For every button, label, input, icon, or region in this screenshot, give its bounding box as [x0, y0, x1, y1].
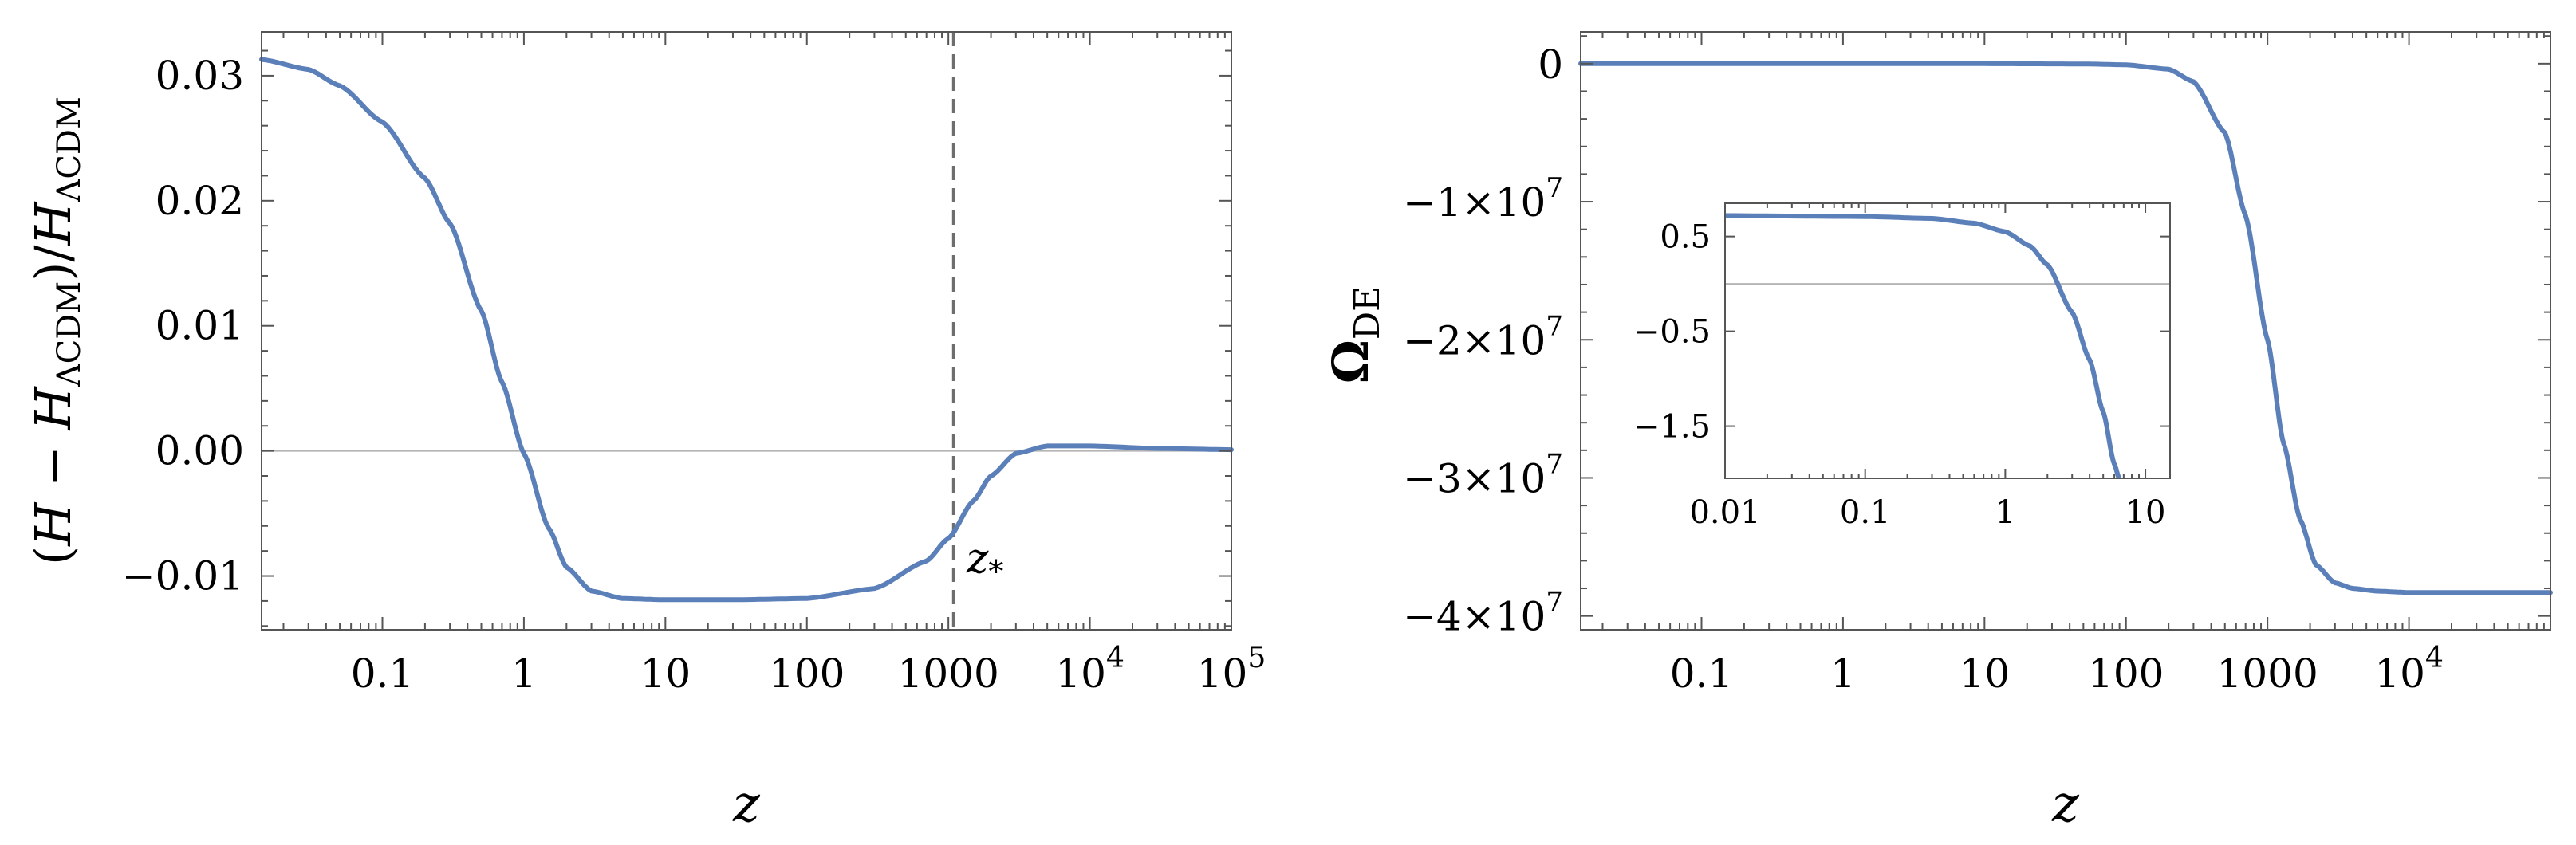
inset-x-tick-label-0: 0.01	[1689, 494, 1760, 531]
left-y-axis-title: (H − HΛCDM)/HΛCDM	[24, 96, 88, 565]
left-y-tick-label-1: 0.02	[156, 178, 244, 224]
right-x-axis-title: z	[2051, 775, 2080, 834]
right-x-tick-label-1: 1	[1830, 650, 1856, 697]
right-y-axis-title: ΩDE	[1321, 286, 1388, 384]
right-y-tick-label-3: −3×107	[1403, 448, 1563, 501]
right-chart: 0.1 1 10 100 1000 104 0 −1×107 −2×107 −3×107 −4×1…	[1321, 31, 2553, 834]
left-x-tick-label-0: 0.1	[351, 650, 415, 697]
inset-x-tick-label-2: 1	[1995, 494, 2015, 531]
left-x-tick-label-5: 104	[1055, 642, 1125, 697]
left-y-tick-label-3: 0.00	[156, 428, 244, 474]
right-inset-chart: 0.01 0.1 1 10 0.5 −0.5 −1.5	[1633, 202, 2171, 531]
inset-y-tick-labels: 0.5 −0.5 −1.5	[1633, 219, 1711, 446]
left-x-tick-label-4: 1000	[898, 650, 999, 697]
inset-frame	[1724, 202, 2171, 479]
left-x-tick-label-3: 100	[769, 650, 845, 697]
left-zstar-annotation: z*	[966, 535, 1003, 589]
left-series-group	[259, 57, 1234, 603]
right-y-tick-labels: 0 −1×107 −2×107 −3×107 −4×107	[1403, 41, 1563, 640]
left-x-axis-title: z	[732, 775, 761, 834]
left-y-tick-label-0: 0.03	[156, 53, 244, 99]
right-y-tick-label-1: −1×107	[1403, 172, 1563, 226]
left-y-tick-labels: 0.03 0.02 0.01 0.00 −0.01	[122, 53, 244, 599]
left-x-tick-label-1: 1	[511, 650, 537, 697]
right-x-tick-labels: 0.1 1 10 100 1000 104	[1670, 642, 2444, 697]
right-y-tick-label-2: −2×107	[1403, 310, 1563, 364]
right-y-tick-label-0: 0	[1538, 41, 1563, 88]
inset-y-tick-label-1: −0.5	[1633, 314, 1711, 351]
inset-background	[1725, 203, 2170, 478]
left-x-tick-labels: 0.1 1 10 100 1000 104 105	[351, 642, 1266, 697]
right-y-tick-label-4: −4×107	[1403, 587, 1563, 640]
inset-ticks	[1724, 203, 2170, 478]
inset-y-tick-label-0: 0.5	[1660, 219, 1711, 256]
left-y-tick-label-4: −0.01	[122, 553, 244, 599]
right-series-group	[1578, 61, 2553, 595]
right-x-tick-label-2: 10	[1960, 650, 2011, 697]
right-x-tick-label-5: 104	[2374, 642, 2444, 697]
right-x-tick-label-3: 100	[2088, 650, 2164, 697]
inset-x-tick-labels: 0.01 0.1 1 10	[1689, 494, 2165, 531]
left-y-tick-label-2: 0.01	[156, 303, 244, 349]
right-ticks	[1581, 32, 2550, 630]
inset-y-tick-label-2: −1.5	[1633, 409, 1711, 446]
right-series-line	[1578, 61, 2553, 595]
inset-series-group	[1725, 213, 2122, 478]
right-plot-frame	[1580, 31, 2551, 631]
inset-x-tick-label-1: 0.1	[1840, 494, 1891, 531]
left-x-tick-label-2: 10	[640, 650, 691, 697]
left-x-tick-label-6: 105	[1197, 642, 1266, 697]
left-plot-frame	[261, 31, 1232, 631]
left-series-line	[259, 57, 1234, 603]
left-chart: 0.1 1 10 100 1000 104 105 0.03 0.02 0.01 0.00 −0.0…	[24, 31, 1266, 834]
inset-x-tick-label-3: 10	[2125, 494, 2166, 531]
right-x-tick-label-4: 1000	[2217, 650, 2318, 697]
inset-series-line	[1725, 213, 2122, 478]
right-x-tick-label-0: 0.1	[1670, 650, 1734, 697]
left-ticks	[262, 32, 1232, 630]
